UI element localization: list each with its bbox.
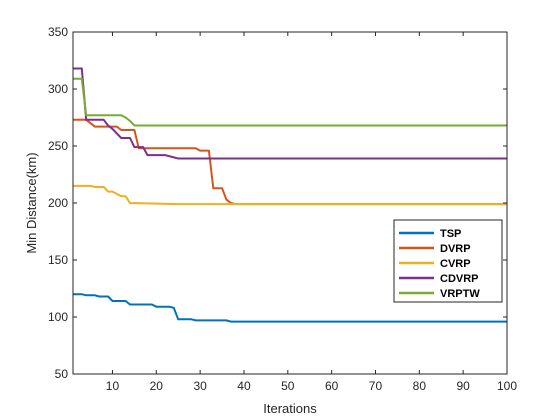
legend-label-dvrp: DVRP: [440, 243, 471, 255]
legend: TSP DVRP CVRP CDVRP VRPTW: [393, 219, 503, 303]
legend-label-tsp: TSP: [440, 228, 461, 240]
y-tick-label: 100: [48, 310, 68, 324]
series-layer: [73, 67, 507, 323]
y-tick-label: 150: [48, 253, 68, 267]
legend-label-vrptw: VRPTW: [440, 288, 480, 300]
y-axis-label: Min Distance(km): [24, 152, 39, 253]
x-tick-label: 90: [456, 379, 470, 393]
legend-label-cvrp: CVRP: [440, 258, 471, 270]
series-line-tsp: [73, 293, 507, 323]
y-tick-label: 300: [48, 82, 68, 96]
legend-label-cdvrp: CDVRP: [440, 273, 479, 285]
x-axis-label: Iterations: [263, 401, 317, 416]
x-tick-label: 80: [413, 379, 427, 393]
x-tick-label: 20: [150, 379, 164, 393]
y-tick-label: 250: [48, 139, 68, 153]
y-tick-label: 50: [55, 367, 69, 381]
x-tick-label: 40: [237, 379, 251, 393]
y-tick-label: 350: [48, 25, 68, 39]
tick-layer: 10 20 30 40 50 60 70 80 90 100 50 100 150 200 250 300 35…: [48, 25, 517, 393]
legend-items: TSP DVRP CVRP CDVRP VRPTW: [399, 228, 480, 300]
x-tick-label: 10: [106, 379, 120, 393]
x-tick-label: 50: [281, 379, 295, 393]
series-line-vrptw: [73, 77, 507, 127]
x-tick-label: 100: [497, 379, 517, 393]
series-line-cvrp: [73, 184, 507, 206]
x-tick-label: 60: [325, 379, 339, 393]
x-tick-label: 30: [193, 379, 207, 393]
y-tick-label: 200: [48, 196, 68, 210]
series-line-cdvrp: [73, 67, 507, 160]
x-tick-label: 70: [369, 379, 383, 393]
